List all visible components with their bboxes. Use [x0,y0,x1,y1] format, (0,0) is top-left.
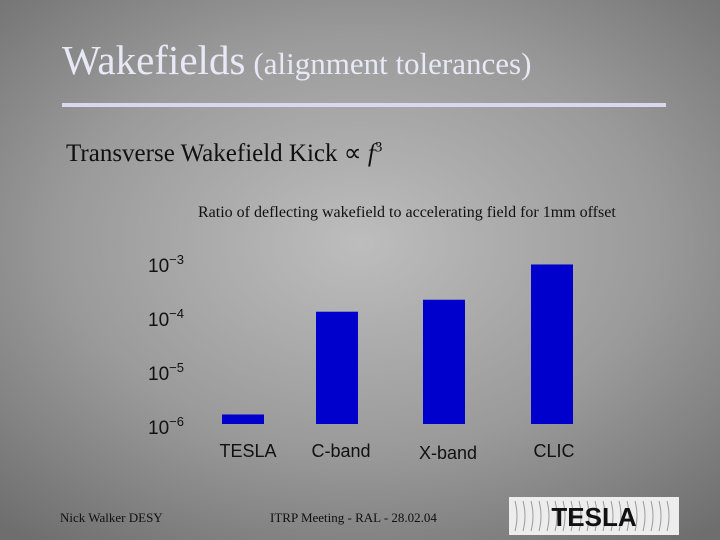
slide-title-main: Wakefields [62,37,246,83]
footer-meeting: ITRP Meeting - RAL - 28.02.04 [270,510,437,525]
chart-title: Ratio of deflecting wakefield to acceler… [198,204,616,221]
bar-tesla [222,414,264,424]
tesla-logo-text: TESLA [551,502,636,532]
y-tick-label: 10−3 [148,252,184,277]
title-underline [62,103,666,107]
kick-formula: Transverse Wakefield Kick ∝ f3 [66,138,382,168]
kick-formula-exponent: 3 [374,139,383,156]
category-label: X-band [419,443,477,463]
y-tick-label: 10−4 [148,306,184,331]
bar-x-band [423,299,465,424]
tesla-logo: TESLA [509,497,679,535]
category-label: C-band [311,441,370,461]
bar-clic [531,264,573,424]
kick-formula-text: Transverse Wakefield Kick [66,140,344,167]
kick-formula-variable: f [367,140,375,167]
y-tick-label: 10−5 [148,360,184,385]
footer-author: Nick Walker DESY [60,510,163,525]
proportional-symbol: ∝ [343,140,368,167]
bar-c-band [316,311,358,424]
slide-title: Wakefields (alignment tolerances) [62,36,531,84]
category-label: CLIC [533,441,574,461]
category-label: TESLA [219,441,276,461]
y-tick-label: 10−6 [148,414,184,439]
slide-title-sub: (alignment tolerances) [253,46,532,81]
